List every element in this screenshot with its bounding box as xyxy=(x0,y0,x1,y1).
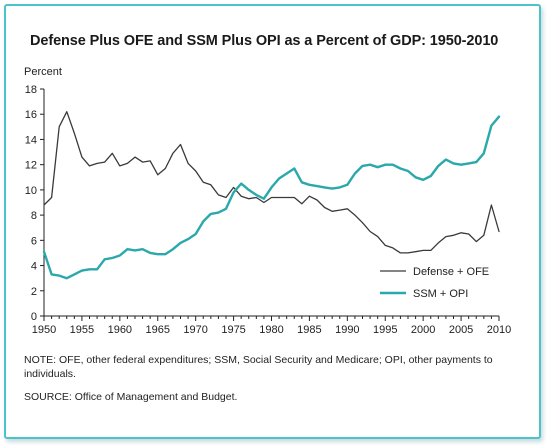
y-tick-label: 8 xyxy=(31,210,37,222)
legend-label: Defense + OFE xyxy=(413,266,489,278)
y-tick-label: 10 xyxy=(25,185,37,197)
chart-source: SOURCE: Office of Management and Budget. xyxy=(24,391,238,403)
series-group xyxy=(42,111,501,280)
x-tick-label: 1980 xyxy=(259,324,283,336)
y-axis-label: Percent xyxy=(24,66,62,78)
x-tick-label: 1955 xyxy=(70,324,94,336)
x-tick-label: 2000 xyxy=(411,324,435,336)
y-tick-label: 4 xyxy=(31,261,37,273)
legend: Defense + OFE SSM + OPI xyxy=(380,266,489,300)
x-tick-label: 1970 xyxy=(183,324,207,336)
x-tick-label: 2005 xyxy=(449,324,473,336)
x-tick-label: 1995 xyxy=(373,324,397,336)
y-tick-label: 6 xyxy=(31,235,37,247)
y-tick-label: 12 xyxy=(25,160,37,172)
x-tick-label: 2010 xyxy=(487,324,511,336)
y-tick-group: 0 2 4 6 8 10 12 14 16 18 xyxy=(25,84,44,323)
y-tick-label: 18 xyxy=(25,84,37,96)
x-tick-label: 1965 xyxy=(146,324,170,336)
series-line-defense-ofe xyxy=(43,111,500,254)
x-tick-label: 1975 xyxy=(221,324,245,336)
chart-frame: Defense Plus OFE and SSM Plus OPI as a P… xyxy=(4,4,541,439)
y-tick-label: 2 xyxy=(31,286,37,298)
chart-title: Defense Plus OFE and SSM Plus OPI as a P… xyxy=(30,33,499,49)
x-tick-label: 1985 xyxy=(297,324,321,336)
y-tick-label: 14 xyxy=(25,134,37,146)
chart-note: NOTE: OFE, other federal expenditures; S… xyxy=(24,354,493,380)
x-tick-label: 1990 xyxy=(335,324,359,336)
y-tick-label: 0 xyxy=(31,311,37,323)
legend-label: SSM + OPI xyxy=(413,288,468,300)
x-tick-group: 1950 1955 1960 1965 1970 1975 1980 1985 1990 1995… xyxy=(32,316,511,336)
x-tick-label: 1950 xyxy=(32,324,56,336)
x-tick-label: 1960 xyxy=(108,324,132,336)
series-line-ssm-opi xyxy=(42,115,501,280)
y-tick-label: 16 xyxy=(25,109,37,121)
